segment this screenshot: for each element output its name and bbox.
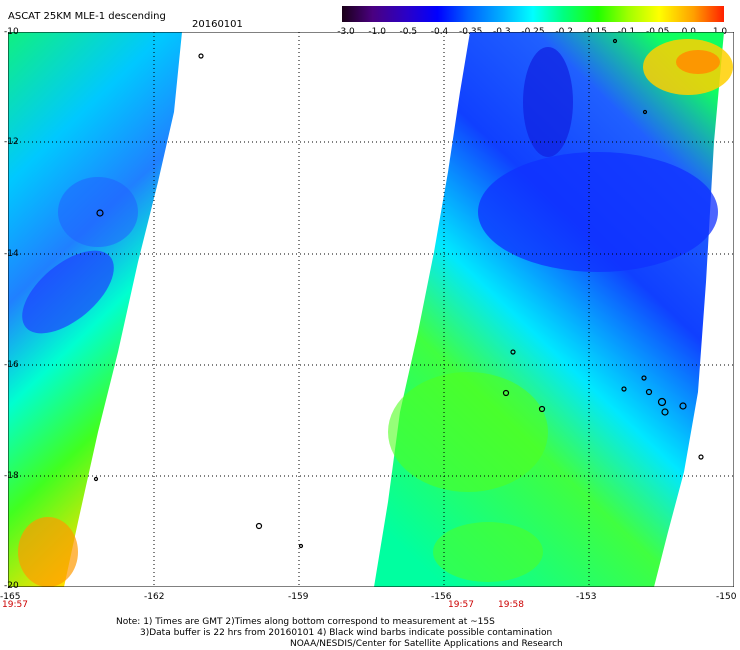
note-line-1: Note: 1) Times are GMT 2)Times along bot… [116, 617, 495, 627]
swath-right-orange-region [676, 50, 720, 74]
swath-left [8, 32, 182, 587]
island-marker [698, 454, 704, 460]
lon-label: -156 [431, 592, 452, 602]
island-marker [93, 476, 99, 482]
lat-lon-grid [8, 32, 734, 587]
islands [93, 38, 704, 549]
lon-label: -150 [716, 592, 737, 602]
island-marker [657, 397, 667, 407]
swath-left-orange-region [18, 517, 78, 587]
lat-label: -20 [4, 581, 19, 591]
swath-right-blue-region [523, 47, 573, 157]
note-line-2: 3)Data buffer is 22 hrs from 20160101 4)… [140, 628, 553, 638]
lon-label: -153 [576, 592, 597, 602]
lon-label: -162 [144, 592, 165, 602]
island-marker [679, 402, 687, 410]
lat-label: -16 [4, 360, 19, 370]
island-marker [510, 349, 516, 355]
island-marker [198, 53, 204, 59]
time-label: 19:58 [498, 600, 524, 610]
product-date: 20160101 [192, 19, 243, 30]
island-marker [641, 375, 647, 381]
swath-right-green-region [388, 372, 548, 492]
island-marker [96, 209, 104, 217]
lat-label: -14 [4, 249, 19, 259]
island-marker [661, 408, 669, 416]
time-label: 19:57 [448, 600, 474, 610]
island-marker [642, 109, 648, 115]
lon-label: -159 [288, 592, 309, 602]
lat-label: -12 [4, 137, 19, 147]
colorbar-gradient [342, 6, 724, 22]
swath-left-blue-region [58, 177, 138, 247]
colorbar [342, 6, 724, 22]
island-marker [645, 388, 653, 396]
island-marker [621, 386, 627, 392]
swath-left-blue-region [22, 250, 114, 334]
island-marker [502, 389, 510, 397]
swath-right-blue-region [478, 152, 718, 272]
island-marker [538, 405, 546, 413]
product-title: ASCAT 25KM MLE-1 descending [8, 11, 166, 22]
swath-right-green-region [433, 522, 543, 582]
time-label: 19:57 [2, 600, 28, 610]
note-line-3: NOAA/NESDIS/Center for Satellite Applica… [290, 639, 563, 649]
lat-label: -18 [4, 471, 19, 481]
island-marker [255, 522, 263, 530]
island-marker [612, 38, 618, 44]
lon-label: -165 [0, 592, 21, 602]
lat-label: -10 [4, 27, 19, 37]
island-marker [298, 543, 304, 549]
wind-map [8, 32, 734, 587]
